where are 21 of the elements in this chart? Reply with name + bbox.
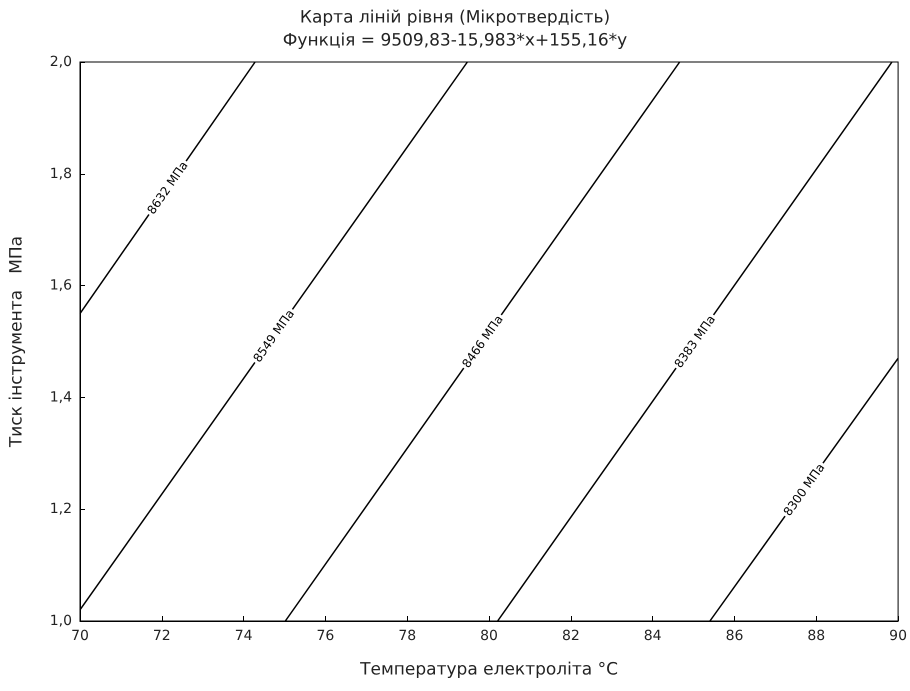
- x-tick-label: 84: [644, 628, 662, 644]
- x-tick-label: 78: [398, 628, 416, 644]
- y-tick-label: 2,0: [50, 54, 72, 70]
- y-tick-label: 1,0: [50, 613, 72, 629]
- y-tick-label: 1,2: [50, 501, 72, 518]
- y-axis-title: Тиск інструмента МПа: [6, 236, 26, 448]
- x-tick-label: 74: [234, 628, 253, 644]
- x-tick-label: 70: [71, 628, 89, 644]
- x-tick-label: 90: [889, 628, 908, 644]
- x-tick-label: 80: [480, 628, 498, 644]
- x-tick-label: 76: [316, 628, 334, 644]
- x-tick-label: 72: [152, 628, 171, 644]
- chart-title: Карта ліній рівня (Мікротвердість): [300, 8, 610, 28]
- x-tick-label: 82: [562, 628, 580, 644]
- x-tick-label: 86: [726, 628, 744, 644]
- y-tick-label: 1,8: [50, 166, 72, 182]
- x-axis-title: Температура електроліта °C: [359, 660, 618, 680]
- chart-subtitle: Функція = 9509,83-15,983*x+155,16*y: [282, 30, 628, 50]
- x-tick-label: 88: [807, 628, 826, 644]
- y-tick-label: 1,6: [50, 278, 72, 294]
- y-tick-label: 1,4: [50, 389, 72, 406]
